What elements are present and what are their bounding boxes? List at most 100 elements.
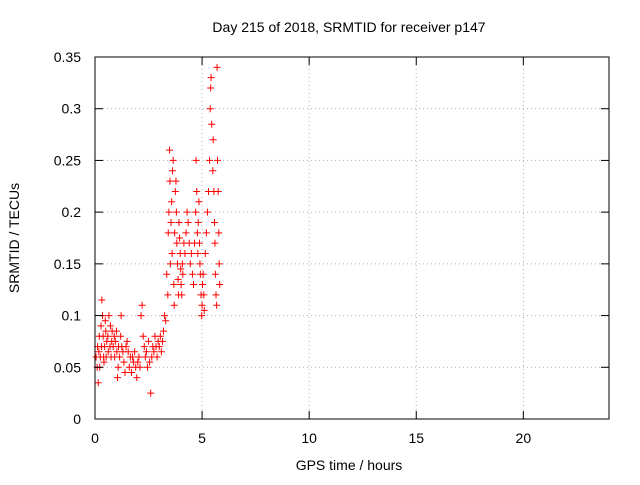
y-tick-label: 0 [73, 411, 81, 427]
data-point [211, 270, 219, 278]
data-point [136, 363, 144, 371]
data-point [163, 270, 171, 278]
data-point [112, 327, 120, 335]
x-tick-label: 10 [301, 430, 317, 446]
y-tick-label: 0.3 [62, 101, 82, 117]
data-point [181, 250, 189, 258]
data-point [168, 250, 176, 258]
data-point [179, 270, 187, 278]
data-point [168, 198, 176, 206]
data-point [214, 156, 222, 164]
y-tick-label: 0.25 [54, 152, 81, 168]
data-point [158, 337, 166, 345]
x-tick-label: 15 [408, 430, 424, 446]
axis-ticks: 0 5 10 15 20 0 0.05 0.1 0.15 0.2 0.25 0.3 0.35 [54, 49, 609, 446]
data-point [193, 229, 201, 237]
data-point [106, 322, 114, 330]
data-point [161, 312, 169, 320]
x-tick-label: 20 [516, 430, 532, 446]
data-point [173, 239, 181, 247]
data-point [171, 229, 179, 237]
data-point [216, 281, 224, 289]
data-point [200, 291, 208, 299]
data-point [146, 358, 154, 366]
data-point [211, 239, 219, 247]
data-point [166, 260, 174, 268]
data-point [117, 332, 125, 340]
data-point [155, 343, 163, 351]
data-point [186, 260, 194, 268]
y-tick-label: 0.2 [62, 204, 82, 220]
data-point [135, 353, 143, 361]
data-point [211, 218, 219, 226]
data-point [128, 353, 136, 361]
data-point [187, 250, 195, 258]
data-point [145, 337, 153, 345]
data-point [167, 218, 175, 226]
data-point [196, 260, 204, 268]
data-point [133, 374, 141, 382]
y-tick-label: 0.1 [62, 308, 82, 324]
data-point [142, 348, 150, 356]
data-point [172, 177, 180, 185]
data-point [138, 301, 146, 309]
y-tick-label: 0.05 [54, 359, 81, 375]
data-point [137, 312, 145, 320]
data-point [170, 301, 178, 309]
data-point [203, 208, 211, 216]
data-point [213, 63, 221, 71]
data-point [177, 281, 185, 289]
data-point [207, 84, 215, 92]
data-point [171, 187, 179, 195]
data-point [124, 348, 132, 356]
data-point [169, 156, 177, 164]
data-point [199, 270, 207, 278]
data-point [206, 156, 214, 164]
data-point [121, 368, 129, 376]
data-point [183, 208, 191, 216]
data-point [201, 250, 209, 258]
data-point [104, 348, 112, 356]
data-point [101, 317, 109, 325]
data-point [190, 281, 198, 289]
data-point [215, 229, 223, 237]
data-point [120, 358, 128, 366]
data-point [164, 291, 172, 299]
data-point [102, 327, 110, 335]
data-point [214, 187, 222, 195]
data-point [111, 337, 119, 345]
data-point [169, 167, 177, 175]
data-point [175, 218, 183, 226]
data-point [192, 156, 200, 164]
data-point [140, 343, 148, 351]
data-point [176, 234, 184, 242]
data-point [97, 322, 105, 330]
data-point [195, 198, 203, 206]
data-point [209, 167, 217, 175]
data-point [156, 332, 164, 340]
data-point [193, 187, 201, 195]
data-point [192, 208, 200, 216]
data-point [198, 312, 206, 320]
data-point [198, 301, 206, 309]
data-point [94, 379, 102, 387]
data-point [194, 218, 202, 226]
y-axis-label: SRMTID / TECUs [6, 183, 22, 293]
data-point [113, 374, 121, 382]
data-point [110, 332, 118, 340]
data-point [166, 177, 174, 185]
data-point [157, 348, 165, 356]
data-point [194, 250, 202, 258]
data-point [139, 332, 147, 340]
data-point [164, 229, 172, 237]
data-point [104, 332, 112, 340]
data-point [174, 275, 182, 283]
data-point [141, 353, 149, 361]
data-points [92, 63, 224, 397]
data-point [153, 353, 161, 361]
data-point [178, 291, 186, 299]
data-point [98, 296, 106, 304]
data-point [162, 317, 170, 325]
